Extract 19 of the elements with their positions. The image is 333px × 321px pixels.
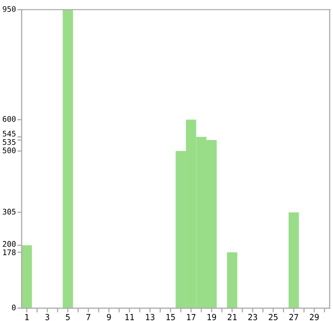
x-tick-label: 13: [146, 314, 154, 320]
x-tick-label: 1: [25, 314, 29, 320]
bar: [22, 245, 32, 308]
bar: [226, 252, 238, 308]
x-tick-label: 27: [289, 314, 298, 320]
x-tick-label: 9: [106, 314, 111, 320]
x-tick-label: 23: [248, 314, 258, 320]
x-tick-label: 29: [310, 314, 319, 320]
x-tick-label: 5: [66, 314, 70, 320]
x-tick-label: 19: [208, 314, 216, 320]
x-tick-label: 11: [125, 314, 134, 320]
x-tick-label: 7: [86, 314, 90, 320]
x-tick-label: 25: [268, 314, 278, 320]
x-tick-label: 3: [45, 314, 50, 320]
x-tick-label: 17: [187, 314, 196, 320]
bar: [62, 10, 73, 308]
x-tick-label: 21: [228, 314, 237, 320]
bar: [288, 212, 299, 308]
x-tick-label: 15: [166, 314, 175, 320]
